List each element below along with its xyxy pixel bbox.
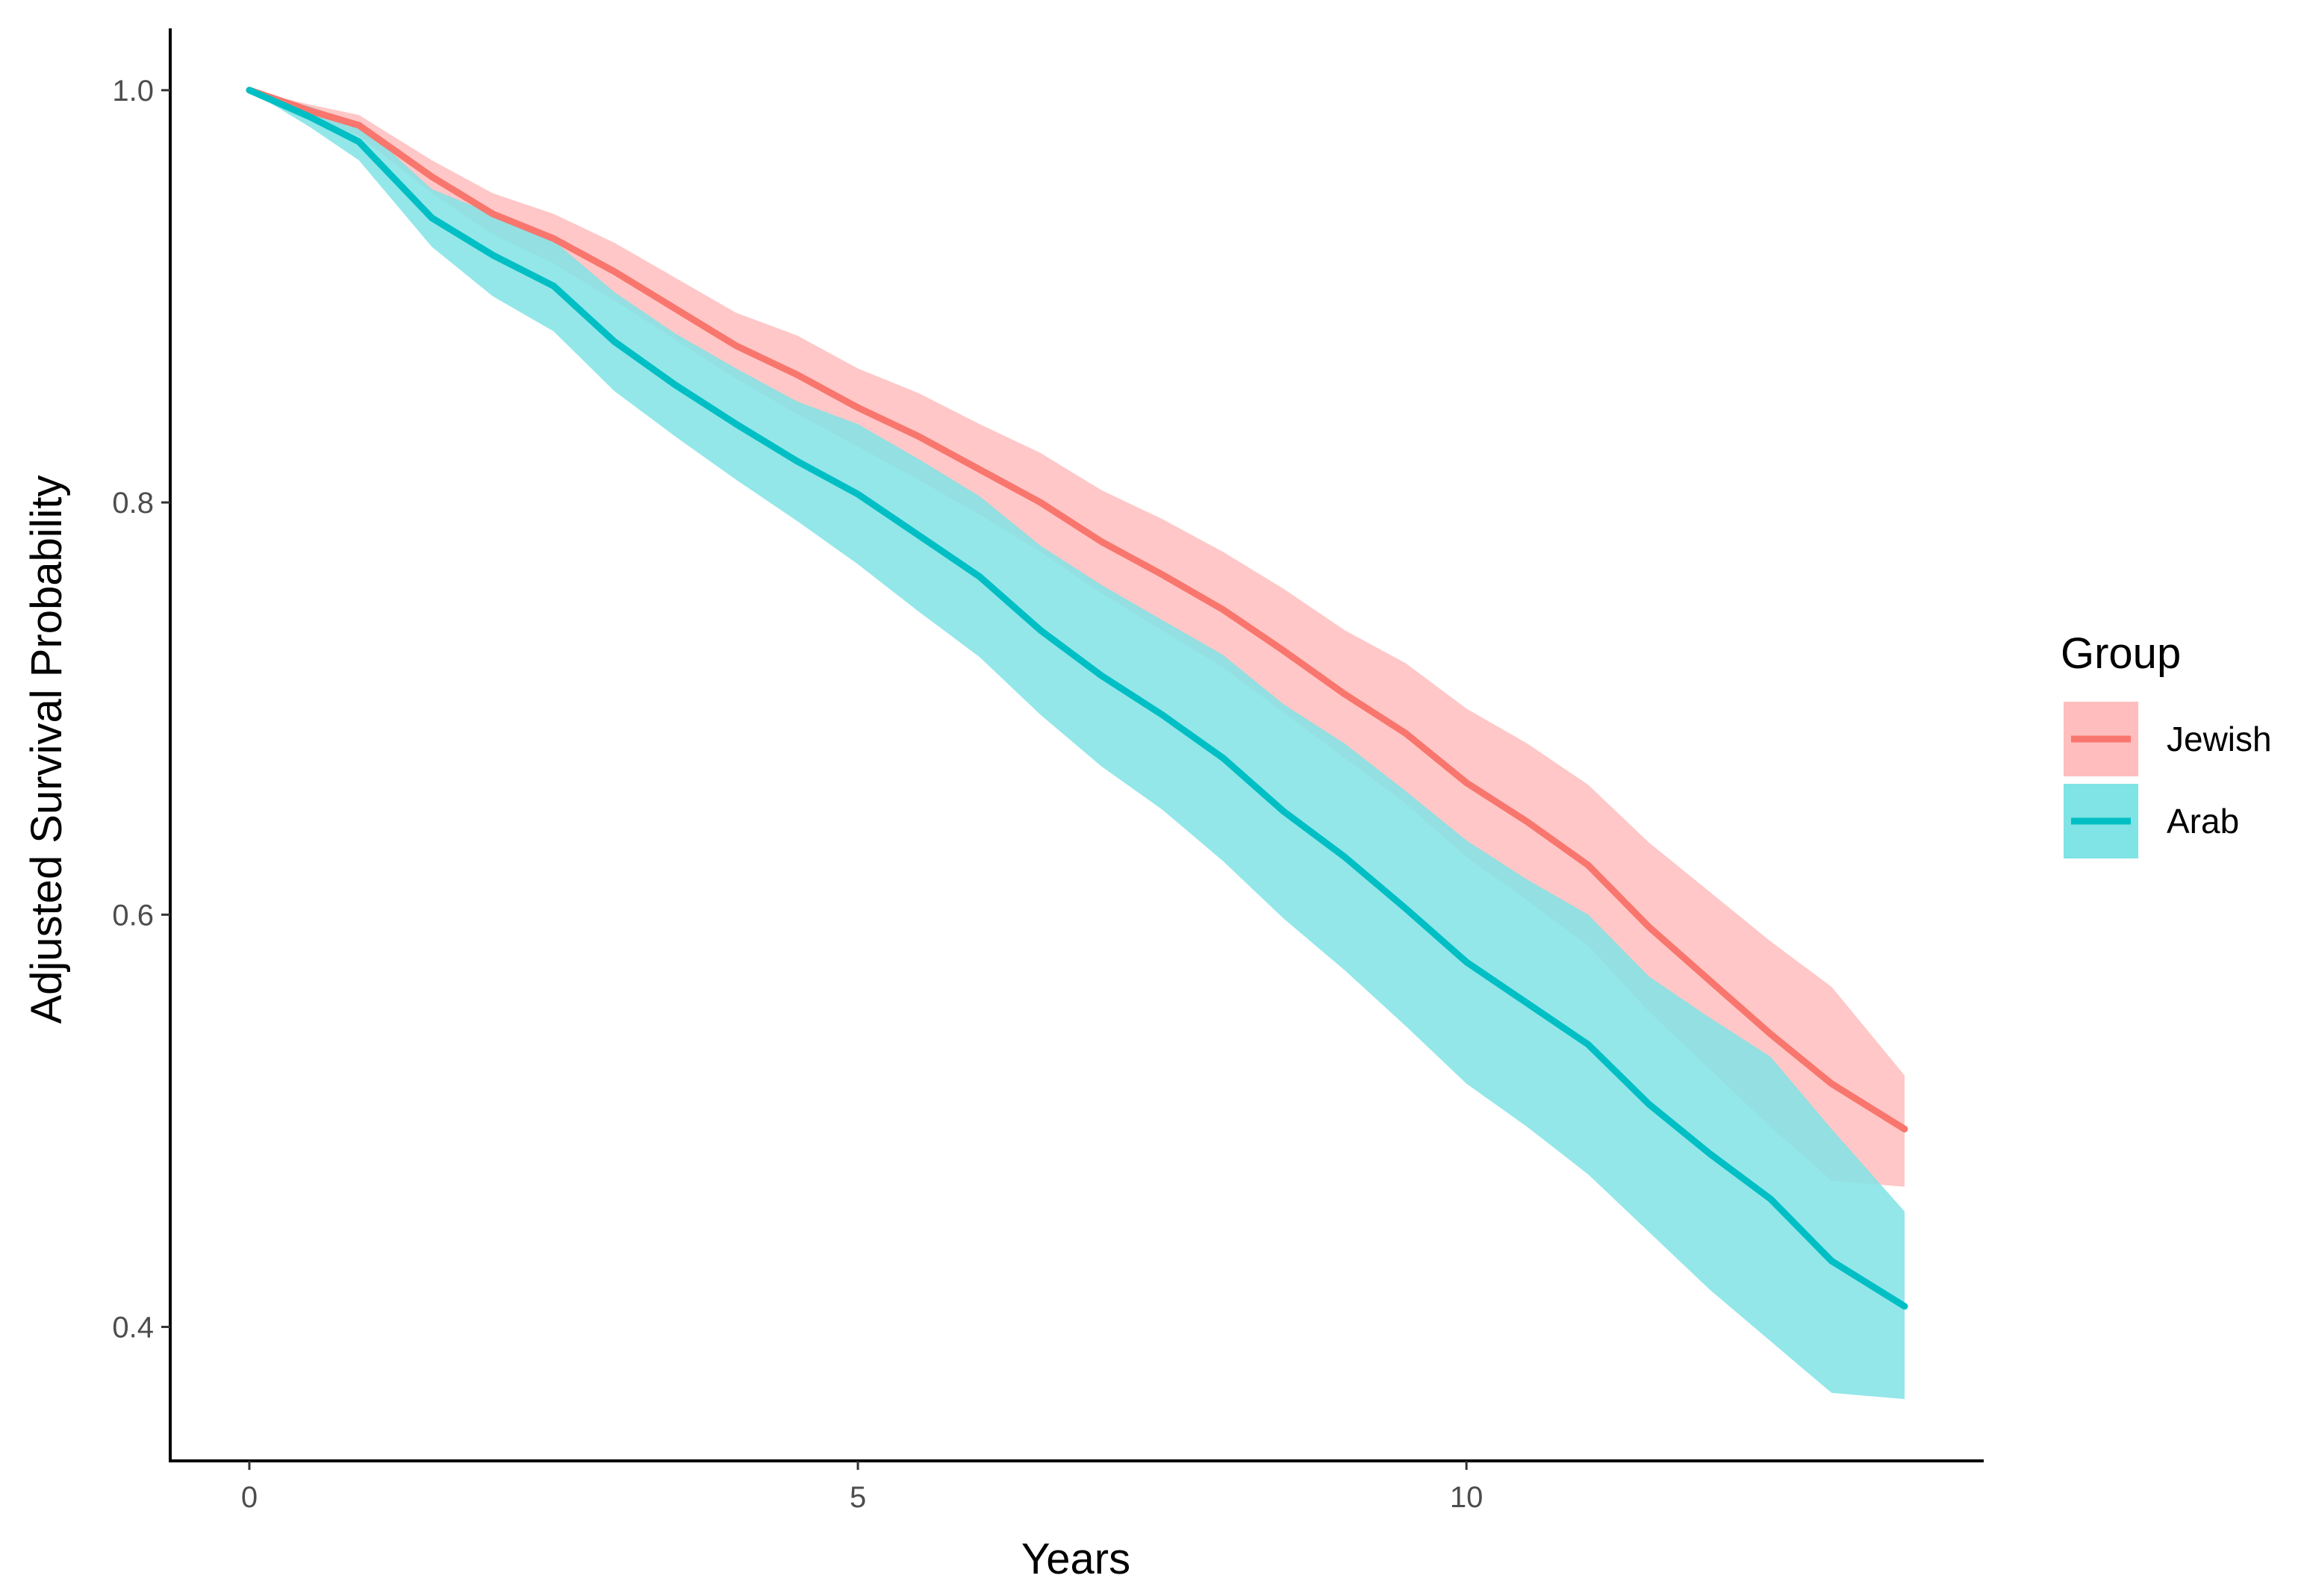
y-tick-label: 0.6 — [112, 899, 154, 932]
legend: Group Jewish Arab — [2061, 629, 2272, 858]
arab-survival-line — [246, 87, 1908, 1310]
x-axis-title: Years — [1021, 1535, 1130, 1583]
y-tick-label: 0.4 — [112, 1312, 154, 1344]
y-tick-label: 1.0 — [112, 75, 154, 107]
y-axis-ticks: 0.4 0.6 0.8 1.0 — [112, 75, 170, 1344]
legend-keys: Jewish Arab — [2064, 702, 2272, 858]
legend-title: Group — [2061, 629, 2181, 678]
y-tick-label: 0.8 — [112, 487, 154, 520]
axes — [169, 28, 1984, 1462]
x-tick-label: 10 — [1450, 1481, 1483, 1514]
survival-curves — [246, 87, 1908, 1310]
arab-legend-label: Arab — [2167, 802, 2239, 841]
x-axis-ticks: 0 5 10 — [241, 1461, 1483, 1514]
jewish-survival-line — [246, 87, 1908, 1132]
x-tick-label: 0 — [241, 1481, 258, 1514]
confidence-bands — [249, 90, 1905, 1400]
arab-confidence-band — [249, 90, 1905, 1400]
x-tick-label: 5 — [850, 1481, 866, 1514]
jewish-legend-label: Jewish — [2167, 720, 2272, 758]
y-axis-title: Adjusted Survival Probability — [22, 475, 71, 1023]
